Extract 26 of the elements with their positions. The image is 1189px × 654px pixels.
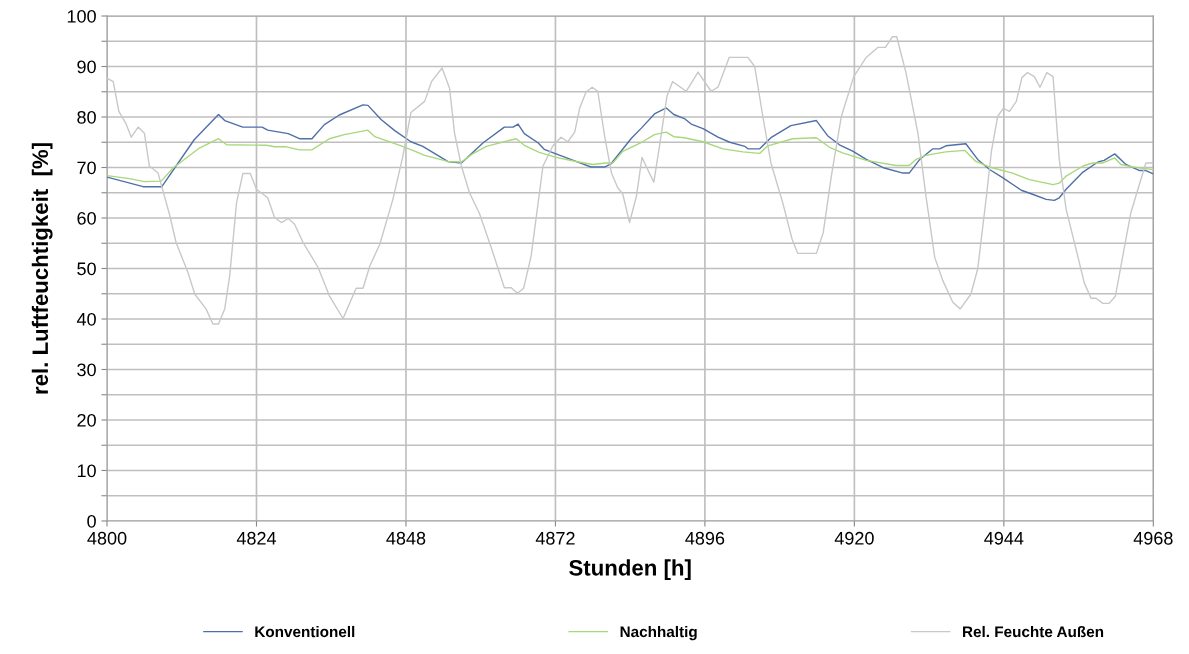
legend-label: Konventionell: [255, 625, 355, 638]
y-tick-label: 100: [67, 9, 96, 23]
y-tick-label: 70: [77, 161, 96, 175]
legend-label: Rel. Feuchte Außen: [963, 625, 1104, 638]
y-tick-label: 40: [76, 312, 96, 326]
x-tick-label: 4848: [386, 531, 426, 545]
line-series: [107, 104, 1154, 202]
x-tick-label: 4896: [685, 531, 725, 545]
x-axis-title: Stunden [h]: [569, 559, 691, 581]
y-axis-title: rel. Luftfeuchtigkeit [%]: [31, 143, 53, 394]
x-tick-label: 4800: [87, 531, 127, 545]
line-series: [107, 129, 1154, 186]
y-tick-label: 80: [77, 110, 96, 124]
x-tick-label: 4920: [834, 531, 874, 545]
y-tick-label: 50: [77, 262, 96, 276]
x-tick-label: 4968: [1133, 531, 1173, 545]
y-tick-label: 90: [77, 60, 96, 74]
legend-label: Nachhaltig: [620, 625, 697, 641]
y-tick-label: 0: [87, 514, 96, 528]
x-tick-label: 4944: [984, 531, 1024, 545]
x-tick-label: 4872: [535, 531, 575, 545]
x-tick-label: 4824: [236, 531, 277, 545]
y-tick-label: 60: [77, 211, 96, 225]
y-tick-label: 30: [77, 363, 96, 377]
y-tick-label: 20: [77, 413, 96, 427]
y-tick-label: 10: [77, 464, 96, 478]
